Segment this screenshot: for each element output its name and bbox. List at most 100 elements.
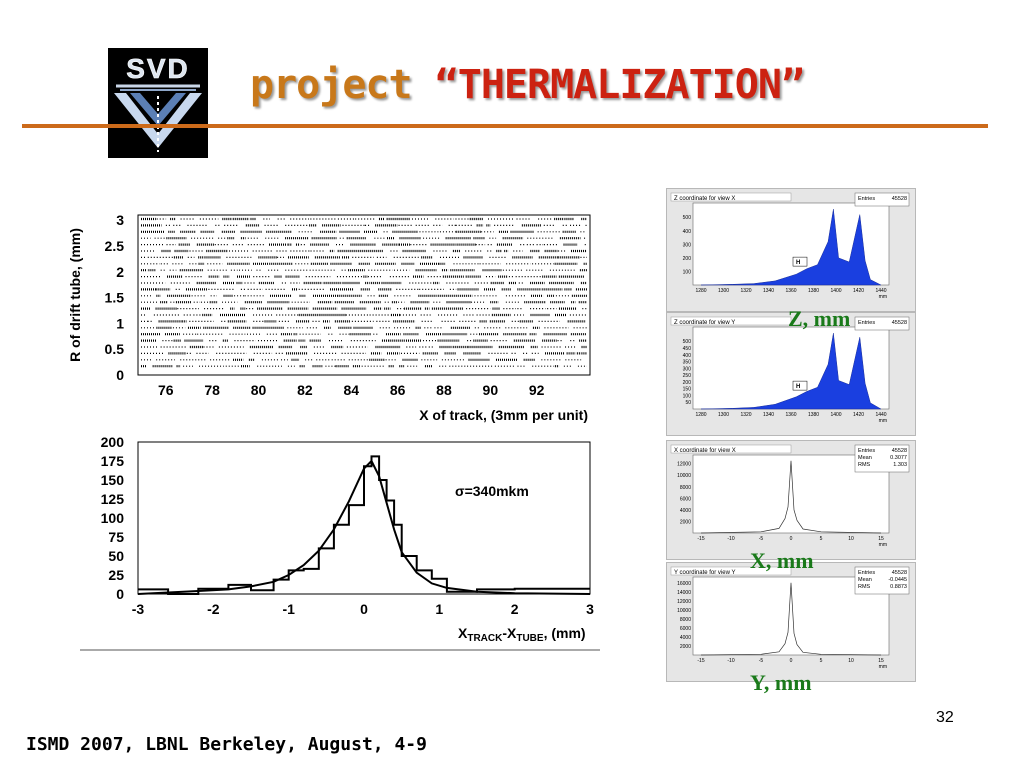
- panel-y-tick: 450: [683, 346, 692, 352]
- panel-y-tick: 300: [683, 366, 692, 372]
- panel-x-tick: 1320: [740, 288, 751, 294]
- scatter-x-tick: 90: [483, 382, 499, 398]
- marker-label: H: [796, 384, 800, 390]
- panel-y-tick: 14000: [677, 590, 691, 596]
- stats-key: Mean: [858, 577, 872, 583]
- panel-x-tick: 1440: [875, 412, 886, 418]
- scatter-y-tick: 0: [116, 367, 124, 383]
- marker-box: [792, 256, 808, 267]
- panel-histogram-line: [700, 460, 882, 534]
- panel-y-tick: 400: [683, 353, 692, 359]
- panel-x-tick: -15: [697, 536, 704, 542]
- hist-y-tick: 125: [101, 491, 125, 507]
- panel-x-tick: 1280: [695, 412, 706, 418]
- panel-x-tick: 1300: [718, 288, 729, 294]
- hist-y-tick: 25: [108, 567, 124, 583]
- panel-y-tick: 10000: [677, 473, 691, 479]
- scatter-x-tick: 84: [343, 382, 359, 398]
- panel-title: Y coordinate for view Y: [674, 570, 735, 576]
- panel-y-tick: 350: [683, 360, 692, 366]
- scatter-xlabel: X of track, (3mm per unit): [419, 407, 588, 423]
- z-view-y-panel: Z coordinate for view Y Entries 45528 50 100…: [666, 312, 916, 436]
- panel-y-tick: 200: [683, 380, 692, 386]
- panel-y-tick: 16000: [677, 581, 691, 587]
- hist-x-tick: 1: [435, 601, 443, 617]
- panel-y-tick: 400: [683, 229, 692, 235]
- panel-title: Z coordinate for view X: [674, 196, 735, 202]
- panel-x-tick: 1400: [830, 412, 841, 418]
- hist-y-tick: 50: [108, 548, 124, 564]
- panel-unit: mm: [879, 294, 887, 300]
- panel-title-box: [670, 192, 792, 202]
- panel-y-tick: 500: [683, 339, 692, 345]
- z-view-x-panel: Z coordinate for view X Entries 45528 100 20…: [666, 188, 916, 312]
- scatter-ylabel: R of drift tube, (mm): [67, 228, 83, 362]
- hist-plot-area: [137, 441, 591, 595]
- panel-x-tick: -10: [727, 536, 734, 542]
- panel-y-tick: 2000: [680, 519, 691, 525]
- panel-y-tick: 6000: [680, 626, 691, 632]
- x-mm-label: X, mm: [750, 548, 814, 573]
- y-view-y-panel: Y coordinate for view Y Entries 45528 Mean -…: [666, 562, 916, 682]
- panel-title: Z coordinate for view Y: [674, 320, 735, 326]
- panel-x-tick: 1420: [853, 288, 864, 294]
- marker-label: H: [796, 260, 800, 266]
- scatter-x-tick: 88: [436, 382, 452, 398]
- title-project: project: [250, 62, 413, 108]
- panel-title-box: [670, 566, 792, 576]
- panel-y-tick: 6000: [680, 496, 691, 502]
- hist-y-tick: 75: [108, 529, 124, 545]
- scatter-x-tick: 76: [158, 382, 174, 398]
- scatter-y-tick: 1.5: [105, 290, 125, 306]
- footer-text: ISMD 2007, LBNL Berkeley, August, 4-9: [26, 734, 427, 755]
- panel-x-tick: 1380: [808, 288, 819, 294]
- panel-x-tick: 1400: [830, 288, 841, 294]
- scatter-x-tick: 92: [529, 382, 545, 398]
- scatter-y-tick: 2: [116, 264, 124, 280]
- stats-key: Mean: [858, 455, 872, 461]
- scatter-y-tick: 3: [116, 212, 124, 228]
- panel-x-tick: 15: [878, 658, 884, 664]
- panel-y-tick: 12000: [677, 462, 691, 468]
- panel-y-tick: 250: [683, 373, 692, 379]
- panel-unit: mm: [879, 542, 887, 548]
- hist-fit-curve: [137, 459, 591, 595]
- panel-x-tick: 1440: [875, 288, 886, 294]
- y-mm-label: Y, mm: [750, 670, 812, 695]
- hist-y-tick: 150: [101, 472, 125, 488]
- panel-y-tick: 4000: [680, 635, 691, 641]
- hist-y-ticks: 0 25 50 75 100 125 150 175 200: [101, 434, 125, 602]
- hist-xlabel: XTRACK-XTUBE, (mm): [458, 625, 586, 644]
- panel-x-tick: 5: [820, 658, 823, 664]
- panel-x-tick: 1340: [763, 288, 774, 294]
- panel-histogram-line: [700, 582, 882, 656]
- hist-x-tick: 3: [586, 601, 594, 617]
- panel-x-tick: 1360: [785, 288, 796, 294]
- panel-x-tick: 0: [790, 658, 793, 664]
- panel-x-tick: 1420: [853, 412, 864, 418]
- slide-title: project “THERMALIZATION”: [250, 62, 805, 122]
- stats-key: RMS: [858, 584, 871, 590]
- scatter-chart: R of drift tube, (mm) 0 0.5 1 1.5 2 2.5 3 76 78…: [67, 212, 591, 423]
- panel-stats-box: [854, 316, 910, 331]
- stats-value: 0.3077: [890, 455, 907, 461]
- panel-x-tick: 10: [848, 658, 854, 664]
- panel-histogram-fill: [700, 209, 882, 286]
- stats-value: 45528: [892, 570, 907, 576]
- sigma-annotation: σ=340mkm: [455, 483, 529, 499]
- panel-x-tick: 1280: [695, 288, 706, 294]
- x-view-x-panel: X coordinate for view X Entries 45528 Mean 0…: [666, 440, 916, 560]
- svd-logo: SVD: [108, 48, 208, 158]
- panel-unit: mm: [879, 418, 887, 424]
- stats-key: RMS: [858, 462, 871, 468]
- panel-y-tick: 500: [683, 215, 692, 221]
- z-mm-label: Z, mm: [788, 306, 851, 331]
- stats-key: Entries: [858, 196, 875, 202]
- panel-y-tick: 50: [685, 400, 691, 406]
- marker-box: [792, 380, 808, 391]
- hist-y-tick: 175: [101, 453, 125, 469]
- panel-x-tick: 1320: [740, 412, 751, 418]
- panel-y-tick: 10000: [677, 608, 691, 614]
- scatter-plot-area: [137, 214, 591, 376]
- logo-text: SVD: [126, 53, 190, 84]
